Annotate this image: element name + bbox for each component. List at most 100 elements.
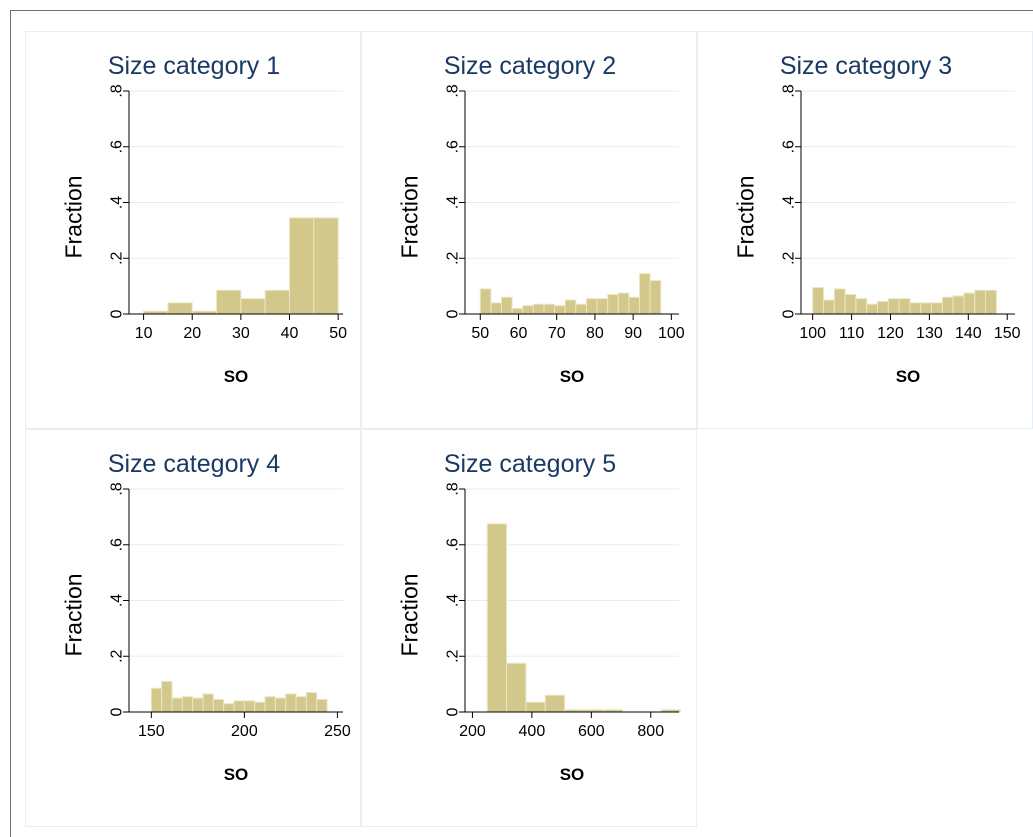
histogram-bar	[316, 698, 328, 713]
x-tick-label: 50	[471, 325, 489, 342]
histogram-bar	[274, 697, 287, 713]
y-tick-label: .2	[109, 649, 126, 662]
histogram-bar	[216, 289, 242, 315]
histogram-bar	[554, 305, 566, 315]
histogram-bar	[617, 292, 630, 315]
y-tick-label: .6	[445, 140, 462, 153]
histogram-plot: 0 .2 .4 .6 .8 200 400 600 800	[445, 482, 681, 740]
histogram-bar	[844, 293, 857, 315]
histogram-bar	[501, 296, 513, 315]
x-tick-label: 800	[637, 723, 664, 740]
histogram-bar	[985, 289, 997, 315]
x-tick-label: 90	[624, 325, 642, 342]
y-tick-label: .6	[445, 538, 462, 551]
histogram-bar	[931, 302, 943, 315]
histogram-bar	[639, 273, 651, 315]
y-tick-label: 0	[445, 707, 462, 716]
x-axis-label: SO	[559, 765, 585, 784]
histogram-bar	[511, 307, 524, 315]
histogram-bar	[150, 687, 163, 713]
histogram-bar	[822, 299, 835, 315]
x-tick-label: 400	[519, 723, 546, 740]
histogram-bar	[898, 298, 911, 315]
histogram-bar	[887, 298, 900, 315]
x-tick-label: 250	[324, 723, 351, 740]
histogram-panel-1: Size category 1 Fraction SO 0.2.4.6.8 10 2…	[25, 31, 361, 429]
histogram-bar	[223, 703, 235, 713]
x-tick-label: 200	[231, 723, 258, 740]
y-tick-label: .4	[445, 196, 462, 209]
x-tick-label: 100	[799, 325, 826, 342]
x-tick-label: 10	[135, 325, 153, 342]
histogram-panel-5: Size category 5 Fraction SO 0.2.4.6.8 200…	[361, 429, 697, 827]
histogram-bar	[920, 302, 933, 315]
x-tick-label: 130	[916, 325, 943, 342]
histogram-bar	[812, 287, 824, 315]
y-tick-label: .6	[781, 140, 798, 153]
x-tick-label: 140	[955, 325, 982, 342]
x-tick-label: 110	[839, 325, 865, 342]
panel-title: Size category 5	[443, 450, 617, 478]
y-tick-label: 0	[445, 309, 462, 318]
histogram-bar	[575, 303, 587, 315]
histogram-plot: 0 .2 .4 .6 .8 150 200 250	[109, 482, 351, 740]
y-tick-label: 0	[109, 309, 126, 318]
x-tick-label: 60	[510, 325, 528, 342]
y-tick-label: .2	[109, 251, 126, 264]
histogram-panel-4: Size category 4 Fraction SO 0.2.4.6.8 150…	[25, 429, 361, 827]
histogram-bar	[564, 299, 577, 315]
histogram-bar	[212, 698, 225, 713]
y-tick-label: .2	[445, 251, 462, 264]
histogram-bar	[243, 700, 256, 713]
panel-title: Size category 2	[443, 52, 617, 80]
histogram-bar	[833, 288, 846, 315]
histogram-bar	[181, 696, 194, 713]
histogram-bar	[240, 298, 266, 315]
x-axis-label: SO	[559, 367, 585, 386]
histogram-panel-3: Size category 3 Fraction SO 0.2.4.6.8 100…	[697, 31, 1033, 429]
histogram-bar	[285, 693, 297, 713]
histogram-plot: 0 .2 .4 .6 .8 10 20 30 40 50	[109, 84, 348, 342]
histogram-bar	[649, 280, 662, 315]
histogram-bar	[295, 696, 307, 713]
histogram-bar	[479, 288, 492, 315]
histogram-bar	[585, 298, 598, 315]
y-tick-label: .8	[109, 482, 126, 495]
x-tick-label: 150	[994, 325, 1021, 342]
histogram-bar	[233, 700, 245, 713]
y-tick-label: .4	[445, 594, 462, 607]
x-tick-label: 70	[548, 325, 566, 342]
histogram-bar	[192, 697, 204, 713]
histogram-bar	[596, 298, 609, 315]
x-axis-label: SO	[895, 367, 921, 386]
histogram-bar	[254, 701, 266, 713]
histogram-plot: 0 .2 .4 .6 .8 100 110 120 130 140 150	[781, 84, 1021, 342]
histogram-bar	[289, 217, 315, 315]
y-tick-label: .8	[445, 482, 462, 495]
x-tick-label: 40	[281, 325, 299, 342]
histogram-bar	[161, 680, 173, 713]
histogram-bar	[866, 303, 879, 315]
panel-title: Size category 3	[779, 52, 953, 80]
histogram-bar	[264, 696, 276, 713]
histogram-bar	[490, 302, 503, 315]
histogram-bar	[974, 289, 987, 315]
histogram-bar	[963, 292, 976, 315]
histogram-bar	[506, 662, 527, 713]
x-tick-label: 120	[877, 325, 904, 342]
histogram-bar	[486, 523, 508, 713]
x-tick-label: 20	[183, 325, 201, 342]
histogram-plot: 0 .2 .4 .6 .8 50 60 70 80 90 100	[445, 84, 685, 342]
x-tick-label: 50	[329, 325, 347, 342]
x-tick-label: 100	[658, 325, 685, 342]
histogram-bar	[628, 296, 641, 315]
x-tick-label: 150	[138, 723, 165, 740]
y-tick-label: 0	[781, 309, 798, 318]
y-tick-label: .4	[109, 594, 126, 607]
histogram-bar	[171, 697, 183, 713]
histogram-bar	[855, 298, 868, 315]
histogram-bar	[952, 295, 965, 315]
histogram-bar	[525, 701, 546, 713]
histogram-bar	[532, 303, 545, 315]
